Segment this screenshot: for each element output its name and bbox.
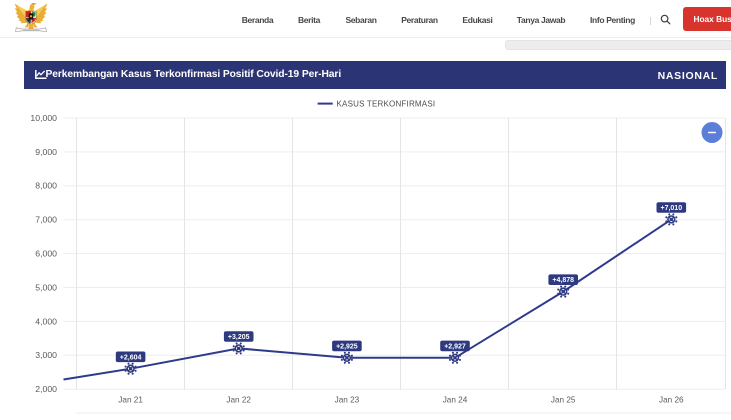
svg-text:6,000: 6,000 xyxy=(35,249,57,259)
svg-text:Jan 23: Jan 23 xyxy=(335,396,360,405)
svg-text:Jan 22: Jan 22 xyxy=(226,396,251,405)
svg-text:+4,878: +4,878 xyxy=(552,277,574,284)
svg-text:3,000: 3,000 xyxy=(35,350,57,360)
svg-text:8,000: 8,000 xyxy=(35,181,57,191)
svg-text:4,000: 4,000 xyxy=(35,316,57,326)
svg-text:+3,205: +3,205 xyxy=(228,334,250,341)
svg-text:9,000: 9,000 xyxy=(35,147,57,157)
svg-text:2,000: 2,000 xyxy=(35,384,57,394)
svg-text:+2,927: +2,927 xyxy=(444,343,466,350)
svg-text:Jan 24: Jan 24 xyxy=(443,396,468,405)
svg-text:Jan 26: Jan 26 xyxy=(659,396,684,405)
svg-text:7,000: 7,000 xyxy=(35,215,57,225)
svg-text:5,000: 5,000 xyxy=(35,282,57,292)
svg-text:+2,925: +2,925 xyxy=(336,343,358,350)
svg-text:KASUS TERKONFIRMASI: KASUS TERKONFIRMASI xyxy=(337,100,436,109)
svg-text:+2,604: +2,604 xyxy=(120,354,142,361)
svg-text:10,000: 10,000 xyxy=(30,113,57,123)
svg-text:Jan 21: Jan 21 xyxy=(118,396,143,405)
svg-text:Jan 25: Jan 25 xyxy=(551,396,576,405)
svg-text:+7,010: +7,010 xyxy=(660,205,682,212)
